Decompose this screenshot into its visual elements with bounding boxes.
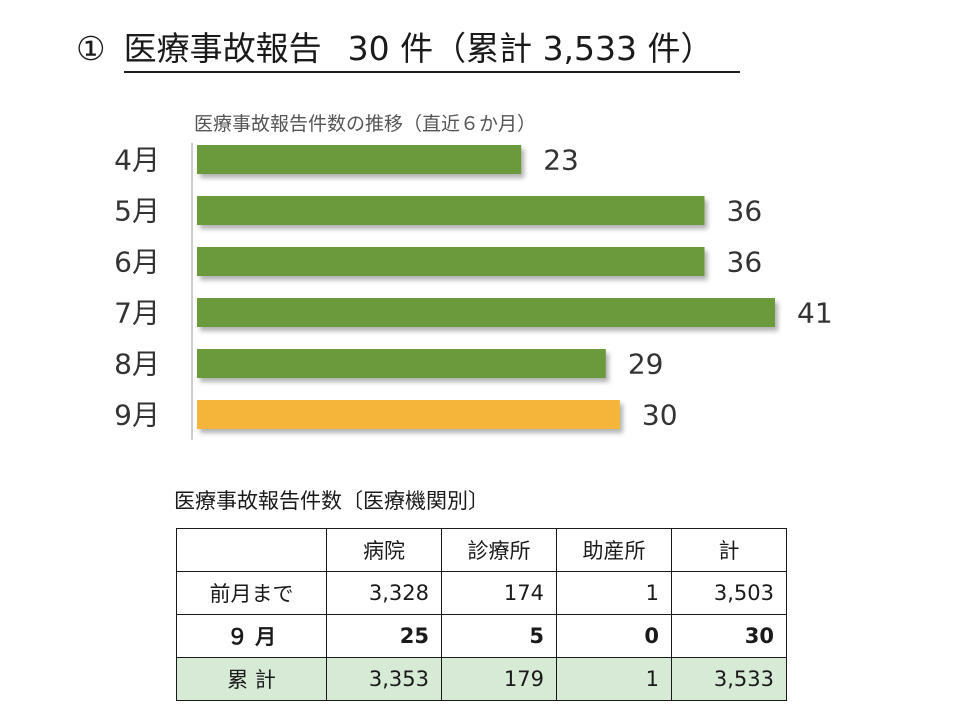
cell-hospital: 25 (326, 614, 442, 658)
row-label: 前月まで (176, 571, 327, 615)
chart-title: 医療事故報告件数の推移（直近６か月） (194, 113, 536, 135)
table-caption: 医療事故報告件数〔医療機関別〕 (174, 489, 489, 513)
data-label: 29 (628, 348, 664, 381)
category-label: 6月 (114, 246, 160, 279)
page-title: ① 医療事故報告 30 件（累計 3,533 件） (76, 22, 866, 76)
bar (197, 349, 606, 378)
data-label: 30 (642, 399, 678, 432)
data-label: 41 (797, 297, 833, 330)
bar (197, 196, 705, 225)
data-label: 36 (727, 246, 763, 279)
title-summary: 30 件（累計 3,533 件） (347, 29, 714, 68)
bar-chart: 医療事故報告件数の推移（直近６か月） 4月 23 5月 36 6月 36 7月 41 8月 29 9… (114, 113, 833, 440)
cell-clinic: 179 (441, 657, 557, 701)
category-label: 9月 (114, 399, 160, 432)
cell-total: 3,533 (671, 657, 787, 701)
cell-hospital: 3,353 (326, 657, 442, 701)
cell-clinic: 5 (441, 614, 557, 658)
cell-midwifery: 0 (556, 614, 672, 658)
bar (197, 298, 775, 327)
data-label: 36 (727, 195, 763, 228)
bar (197, 400, 620, 429)
table-header-row: 病院 診療所 助産所 計 (176, 528, 787, 572)
column-header-clinic: 診療所 (441, 528, 557, 572)
data-label: 23 (543, 144, 579, 177)
title-heading: 医療事故報告 (123, 29, 322, 68)
bar (197, 145, 522, 174)
column-header-midwifery: 助産所 (556, 528, 672, 572)
cell-midwifery: 1 (556, 657, 672, 701)
cell-total: 3,503 (671, 571, 787, 615)
cell-midwifery: 1 (556, 571, 672, 615)
category-label: 5月 (114, 195, 160, 228)
category-label: 8月 (114, 348, 160, 381)
facility-table: 病院 診療所 助産所 計 前月まで 3,328 174 1 3,503 ９ 月 … (176, 528, 787, 701)
chart-marks: 4月 23 5月 36 6月 36 7月 41 8月 29 9月 30 (114, 144, 832, 432)
table-row-previous: 前月まで 3,328 174 1 3,503 (176, 571, 787, 615)
row-label: 累 計 (176, 657, 327, 701)
row-label: ９ 月 (176, 614, 327, 658)
table-row-current-month: ９ 月 25 5 0 30 (176, 614, 787, 658)
column-header-total: 計 (671, 528, 787, 572)
cell-clinic: 174 (441, 571, 557, 615)
cell-total: 30 (671, 614, 787, 658)
bar (197, 247, 705, 276)
column-header-hospital: 病院 (326, 528, 442, 572)
table-row-cumulative: 累 計 3,353 179 1 3,533 (176, 657, 787, 701)
cell-hospital: 3,328 (326, 571, 442, 615)
column-header-blank (176, 528, 327, 572)
category-label: 7月 (114, 297, 160, 330)
title-number: ① (76, 29, 106, 68)
category-label: 4月 (114, 144, 160, 177)
title-underline: 医療事故報告 30 件（累計 3,533 件） (123, 27, 740, 73)
